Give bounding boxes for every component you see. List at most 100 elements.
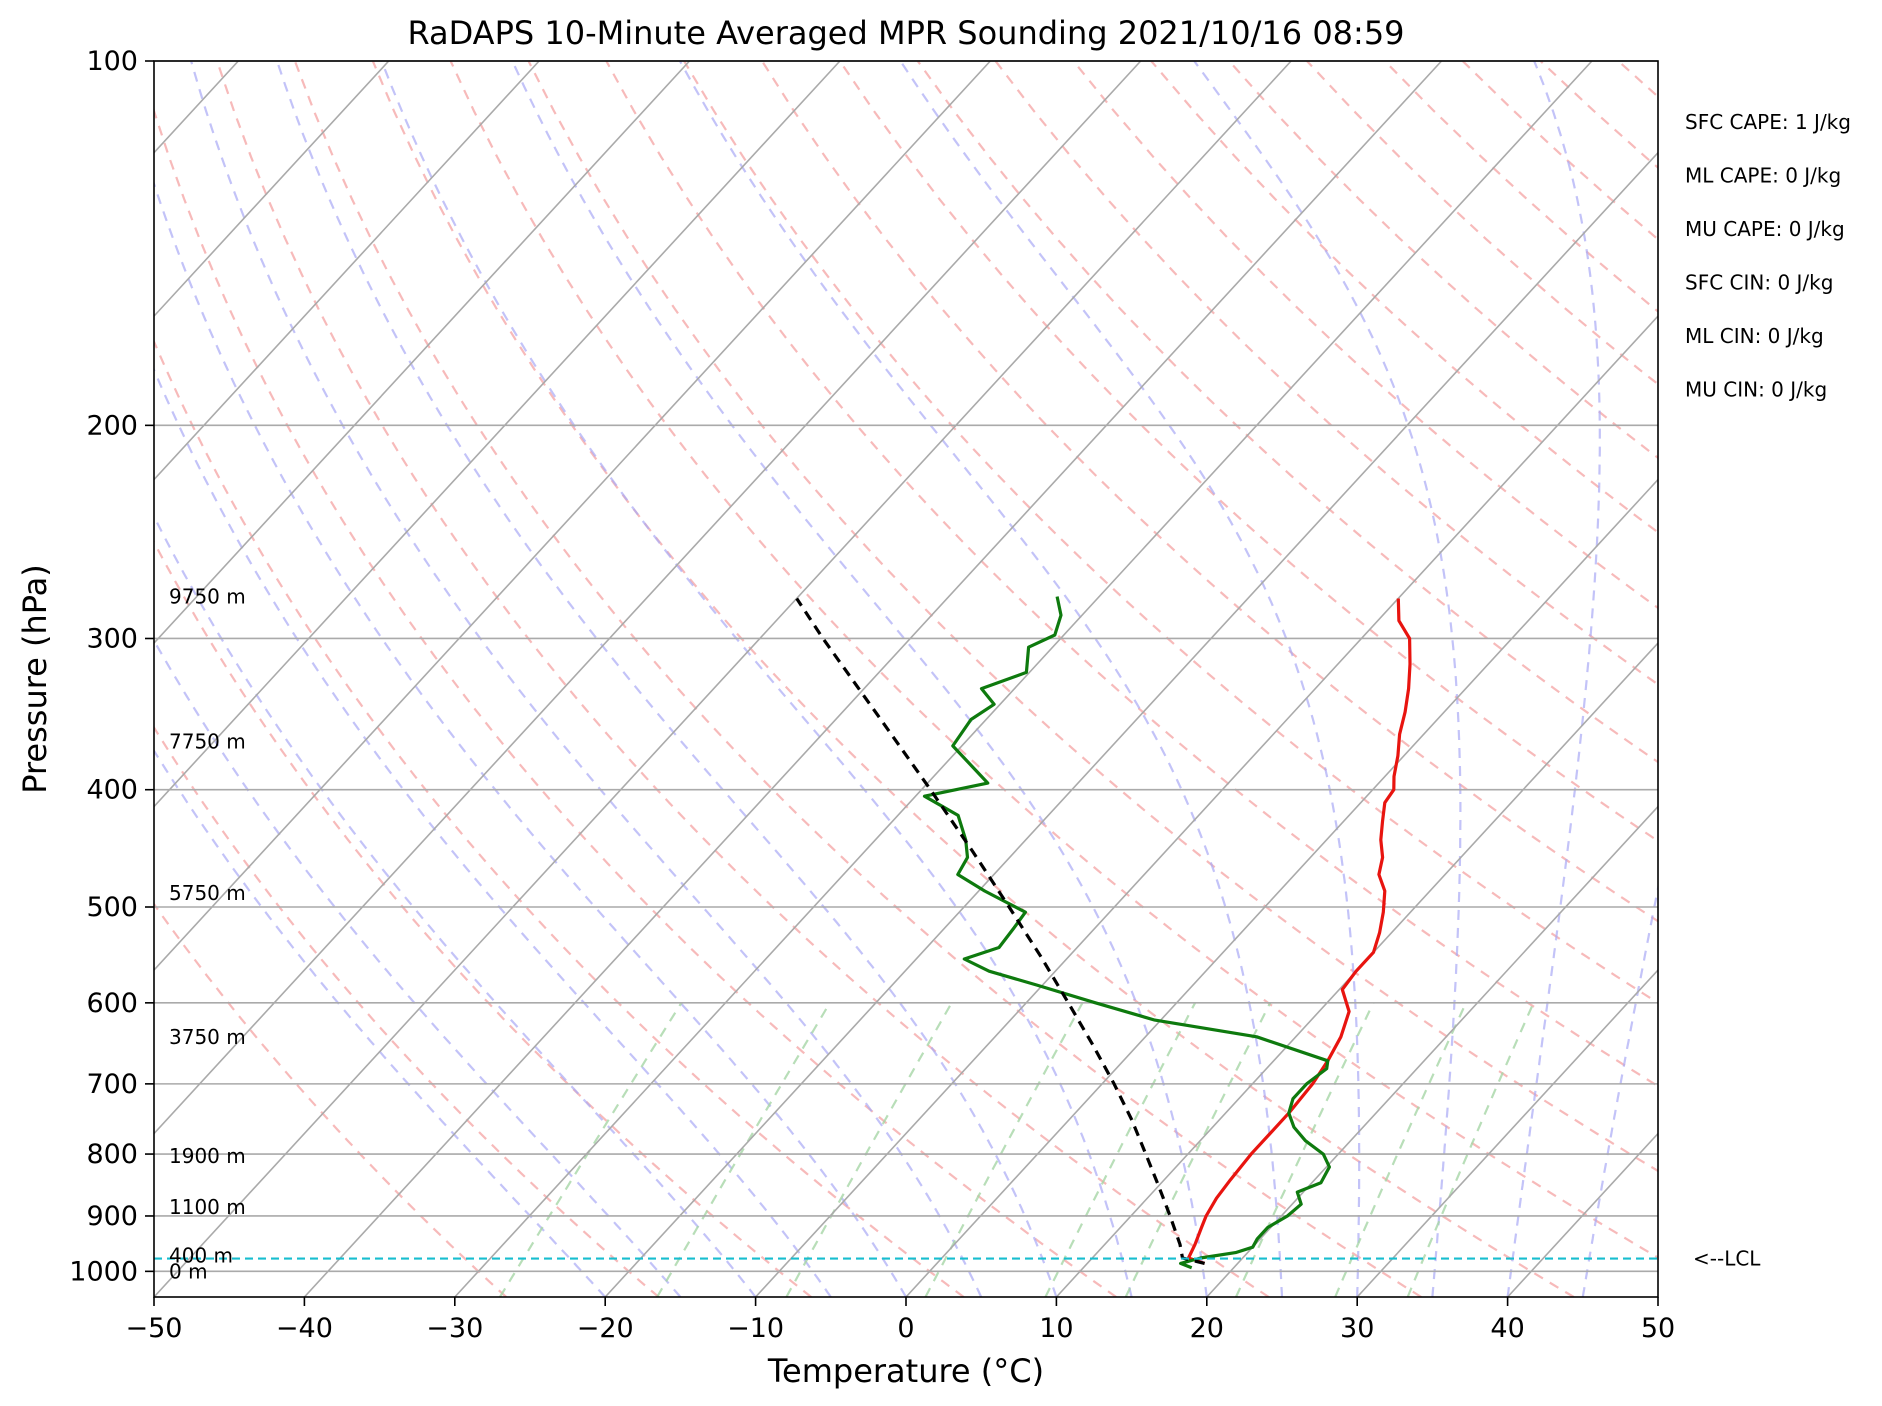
x-tick-label: −20 — [577, 1313, 634, 1344]
isotherm-line — [1206, 805, 1658, 1297]
x-tick-label: 0 — [897, 1313, 914, 1344]
y-axis-label: Pressure (hPa) — [16, 564, 54, 794]
isotherm-line — [1808, 61, 1882, 1297]
stability-index-label: SFC CAPE: 1 J/kg — [1685, 110, 1851, 134]
dry-adiabat-line — [994, 61, 1658, 686]
height-label: 5750 m — [169, 881, 246, 905]
mixing-ratio-line — [785, 1002, 953, 1297]
x-tick-label: 20 — [1190, 1313, 1224, 1344]
x-tick-label: 30 — [1340, 1313, 1374, 1344]
height-label: 400 m — [169, 1243, 233, 1267]
isotherm-line — [755, 314, 1658, 1297]
x-tick-label: 40 — [1490, 1313, 1524, 1344]
lcl-label: <--LCL — [1693, 1247, 1761, 1271]
dry-adiabat-line — [154, 107, 1117, 1297]
moist-adiabat-line — [154, 514, 757, 1297]
x-tick-label: 10 — [1039, 1313, 1073, 1344]
mixing-ratio-line — [924, 1002, 1084, 1297]
dry-adiabat-line — [1072, 61, 1658, 610]
isotherm-line — [154, 61, 540, 481]
height-label: 0 m — [169, 1259, 208, 1283]
mixing-ratio-line — [656, 1002, 831, 1297]
moist-adiabat-line — [154, 748, 607, 1297]
grid — [154, 60, 1658, 1273]
moist-adiabat-line — [678, 61, 1284, 1297]
mixing-ratio-line — [1406, 1002, 1535, 1297]
dry-adiabat-line — [216, 61, 1270, 1297]
y-tick-label: 400 — [86, 775, 138, 806]
background-lines — [154, 61, 1882, 1297]
dry-adiabat-line — [154, 338, 965, 1297]
chart-title: RaDAPS 10-Minute Averaged MPR Sounding 2… — [407, 14, 1404, 52]
y-tick-label: 600 — [86, 988, 138, 1019]
dry-adiabat-line — [449, 61, 1658, 1259]
dry-adiabat-line — [761, 61, 1658, 923]
y-tick-label: 1000 — [69, 1256, 138, 1287]
dry-adiabat-line — [154, 539, 812, 1297]
y-tick-label: 300 — [86, 623, 138, 654]
y-tick-label: 100 — [86, 46, 138, 77]
dry-adiabat-line — [605, 61, 1658, 1088]
isotherm-line — [454, 61, 1593, 1297]
moist-adiabat-line — [1193, 61, 1462, 1297]
dry-adiabat-line — [683, 61, 1658, 1005]
moist-adiabat-line — [154, 367, 832, 1297]
parcel-profile-line — [795, 597, 1205, 1265]
stability-index-label: MU CIN: 0 J/kg — [1685, 378, 1827, 402]
height-label: 3750 m — [169, 1025, 246, 1049]
y-tick-label: 200 — [86, 410, 138, 441]
isotherm-line — [154, 61, 841, 808]
dry-adiabat-line — [154, 725, 660, 1297]
moist-adiabat-line — [154, 638, 682, 1297]
stability-index-label: MU CAPE: 0 J/kg — [1685, 217, 1845, 241]
y-axis-ticks: 100 200 300 400 500 600 700 800 900 1000 — [69, 46, 154, 1287]
height-label: 7750 m — [169, 730, 246, 754]
height-label: 9750 m — [169, 585, 246, 609]
x-axis-ticks: −50 −40 −30 −20 −10 0 10 20 30 40 50 — [126, 1297, 1675, 1344]
dry-adiabat-line — [527, 61, 1658, 1173]
moist-adiabat-line — [154, 180, 907, 1297]
stability-index-label: ML CIN: 0 J/kg — [1685, 324, 1824, 348]
x-tick-label: −10 — [727, 1313, 784, 1344]
dry-adiabat-line — [154, 902, 507, 1297]
mixing-ratio-line — [1334, 1002, 1467, 1297]
isotherm-line — [1055, 641, 1658, 1297]
x-tick-label: −30 — [426, 1313, 483, 1344]
isotherm-line — [154, 61, 390, 318]
isotherm-line — [154, 61, 1142, 1135]
stability-index-label: SFC CIN: 0 J/kg — [1685, 271, 1833, 295]
isotherm-line — [154, 61, 691, 645]
isotherm-line — [905, 478, 1658, 1297]
height-labels: 9750 m 7750 m 5750 m 3750 m 1900 m 1100 m 400 … — [169, 585, 246, 1284]
dry-adiabat-line — [1150, 61, 1658, 534]
isotherm-line — [604, 151, 1658, 1297]
dewpoint-profile-line — [922, 596, 1331, 1270]
moist-adiabat-line — [1506, 61, 1601, 1297]
isotherm-line — [1356, 968, 1658, 1297]
y-tick-label: 900 — [86, 1201, 138, 1232]
dry-adiabat-line — [371, 61, 1575, 1297]
dry-adiabat-line — [293, 61, 1422, 1297]
dry-adiabat-line — [1461, 61, 1658, 241]
isotherm-line — [154, 61, 1292, 1297]
isotherm-line — [154, 61, 991, 972]
dry-adiabat-line — [1228, 61, 1658, 460]
dry-adiabat-line — [1384, 61, 1658, 313]
moist-adiabat-line — [190, 61, 983, 1297]
moist-adiabat-line — [1581, 882, 1658, 1297]
y-tick-label: 800 — [86, 1139, 138, 1170]
y-tick-label: 700 — [86, 1069, 138, 1100]
stability-index-label: ML CAPE: 0 J/kg — [1685, 164, 1841, 188]
stability-indices: SFC CAPE: 1 J/kg ML CAPE: 0 J/kg MU CAPE: … — [1685, 110, 1851, 402]
moist-adiabat-line — [511, 61, 1208, 1297]
dry-adiabat-line — [916, 61, 1658, 764]
dry-adiabat-line — [1539, 61, 1658, 170]
temperature-profile-line — [1186, 598, 1412, 1265]
x-tick-label: −40 — [276, 1313, 333, 1344]
isotherm-line — [1657, 1295, 1658, 1297]
height-label: 1900 m — [169, 1144, 246, 1168]
moist-adiabat-line — [275, 61, 1058, 1297]
x-axis-label: Temperature (°C) — [767, 1352, 1044, 1390]
